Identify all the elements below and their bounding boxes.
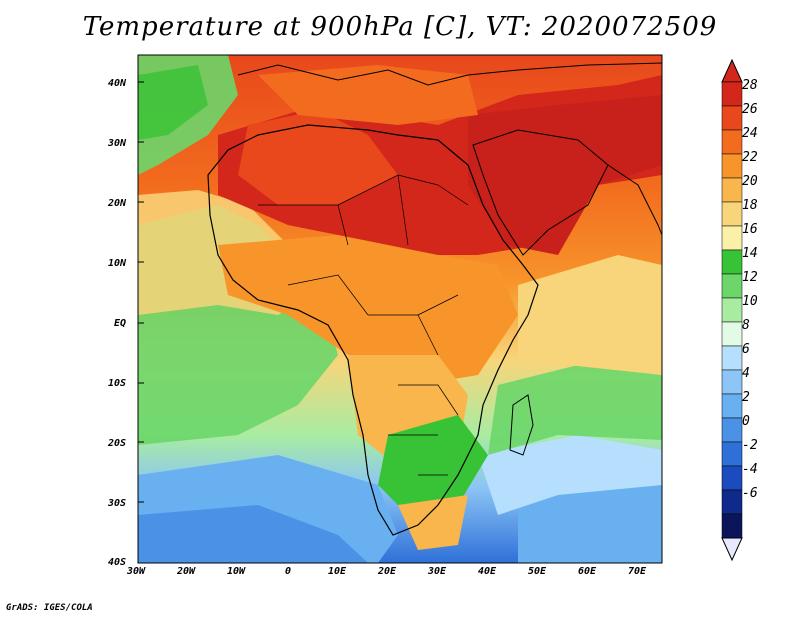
colorbar-segment [721, 369, 743, 395]
colorbar-tick-label: 26 [742, 102, 758, 117]
ocean-atlantic-north-light [138, 65, 208, 140]
colorbar-tick-label: -4 [742, 462, 758, 477]
country-borders [258, 174, 469, 476]
colorbar-top-arrow [721, 58, 743, 83]
africa-coastline [207, 124, 539, 536]
colorbar-segment [721, 489, 743, 515]
colorbar-tick-label: 22 [742, 150, 758, 165]
ocean-indian-green [488, 365, 662, 455]
sahara-core-hot [238, 110, 398, 205]
colorbar-segment [721, 441, 743, 467]
lat-label-10n: 10N [108, 258, 127, 269]
colorbar-segment [721, 225, 743, 251]
southern-africa-green [378, 415, 488, 515]
grads-credit: GrADS: IGES/COLA [6, 603, 93, 613]
lat-label-30n: 30N [108, 138, 127, 149]
colorbar-tick-label: 28 [742, 78, 758, 93]
lat-label-10s: 10S [108, 378, 127, 389]
arabia-coastline [472, 129, 609, 256]
lat-label-20s: 20S [108, 438, 127, 449]
lon-label-50e: 50E [528, 566, 547, 577]
lon-label-30w: 30W [127, 566, 146, 577]
ocean-south-east-light [478, 435, 662, 515]
lat-label-40s: 40S [108, 557, 127, 568]
colorbar-tick-label: -2 [742, 438, 758, 453]
ocean-indian-yellow [518, 255, 662, 375]
madagascar-outline [509, 394, 534, 456]
colorbar-tick-label: 12 [742, 270, 758, 285]
ocean-south-blue-deep [138, 505, 368, 563]
colorbar-segment [721, 297, 743, 323]
colorbar-tick-label: 8 [742, 318, 750, 333]
colorbar-segment [721, 81, 743, 107]
lat-label-40n: 40N [108, 78, 127, 89]
lon-label-20w: 20W [177, 566, 196, 577]
colorbar-segment [721, 177, 743, 203]
map-ticks [138, 81, 144, 503]
colorbar-tick-label: 14 [742, 246, 758, 261]
lon-label-10w: 10W [227, 566, 246, 577]
colorbar-segment [721, 465, 743, 491]
colorbar-segment [721, 129, 743, 155]
map-frame [137, 54, 663, 564]
colorbar-tick-label: 2 [742, 390, 750, 405]
south-africa-tip [398, 495, 468, 550]
lon-label-60e: 60E [578, 566, 597, 577]
ocean-south-east-blue [518, 475, 662, 563]
temperature-map [137, 54, 663, 564]
map-title: Temperature at 900hPa [C], VT: 202007250… [82, 12, 718, 42]
lat-label-20n: 20N [108, 198, 127, 209]
india-coastline [607, 164, 663, 236]
colorbar-tick-label: 18 [742, 198, 758, 213]
lon-label-30e: 30E [428, 566, 447, 577]
arabia-hot [468, 95, 662, 255]
colorbar [721, 58, 743, 562]
colorbar-segment [721, 393, 743, 419]
colorbar-tick-label: -6 [742, 486, 758, 501]
mediterranean-orange [258, 65, 478, 125]
lon-label-70e: 70E [628, 566, 647, 577]
lon-label-0: 0 [285, 566, 292, 577]
colorbar-segment [721, 417, 743, 443]
colorbar-tick-label: 16 [742, 222, 758, 237]
colorbar-tick-label: 6 [742, 342, 750, 357]
colorbar-segment [721, 201, 743, 227]
colorbar-segment [721, 105, 743, 131]
lon-label-40e: 40E [478, 566, 497, 577]
colorbar-tick-label: 4 [742, 366, 750, 381]
colorbar-segment [721, 513, 743, 539]
colorbar-tick-label: 0 [742, 414, 750, 429]
lat-label-eq: EQ [114, 318, 127, 329]
colorbar-tick-label: 10 [742, 294, 758, 309]
colorbar-segment [721, 321, 743, 347]
lon-label-10e: 10E [328, 566, 347, 577]
central-africa-orange [218, 235, 518, 385]
colorbar-segment [721, 153, 743, 179]
colorbar-segment [721, 249, 743, 275]
colorbar-tick-label: 24 [742, 126, 758, 141]
europe-coastline [237, 62, 663, 86]
lon-label-20e: 20E [378, 566, 397, 577]
colorbar-tick-label: 20 [742, 174, 758, 189]
lat-label-30s: 30S [108, 498, 127, 509]
colorbar-segment [721, 345, 743, 371]
colorbar-bottom-arrow [721, 537, 743, 562]
colorbar-segment [721, 273, 743, 299]
